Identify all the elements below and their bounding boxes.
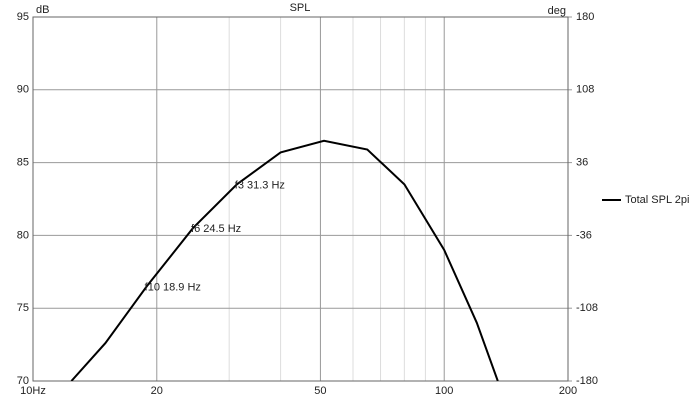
y-tick-label: 70 bbox=[17, 375, 29, 387]
y2-tick-label: 36 bbox=[576, 157, 588, 169]
plot-frame bbox=[32, 16, 569, 382]
legend-label: Total SPL 2pi bbox=[625, 194, 689, 206]
x-tick-label: 10Hz bbox=[20, 385, 46, 397]
x-tick-label: 100 bbox=[435, 385, 453, 397]
y2-tick-label: 180 bbox=[576, 11, 594, 23]
y2-tick-label: 108 bbox=[576, 84, 594, 96]
chart-title: SPL bbox=[290, 2, 311, 14]
annotation: f3 31.3 Hz bbox=[235, 179, 285, 191]
y-axis-label: dB bbox=[36, 4, 49, 16]
y2-tick-label: -180 bbox=[576, 375, 598, 387]
y2-tick-label: -36 bbox=[576, 229, 592, 241]
y-tick-label: 95 bbox=[17, 11, 29, 23]
x-tick-label: 20 bbox=[151, 385, 163, 397]
annotation: f10 18.9 Hz bbox=[145, 281, 201, 293]
annotation: f6 24.5 Hz bbox=[191, 223, 241, 235]
x-tick-label: 200 bbox=[559, 385, 577, 397]
y2-axis-label: deg bbox=[548, 5, 566, 17]
y-tick-label: 75 bbox=[17, 302, 29, 314]
x-tick-label: 50 bbox=[314, 385, 326, 397]
series-line bbox=[70, 139, 499, 381]
y-tick-label: 80 bbox=[17, 229, 29, 241]
y2-tick-label: -108 bbox=[576, 302, 598, 314]
y-tick-label: 85 bbox=[17, 157, 29, 169]
y-tick-label: 90 bbox=[17, 84, 29, 96]
